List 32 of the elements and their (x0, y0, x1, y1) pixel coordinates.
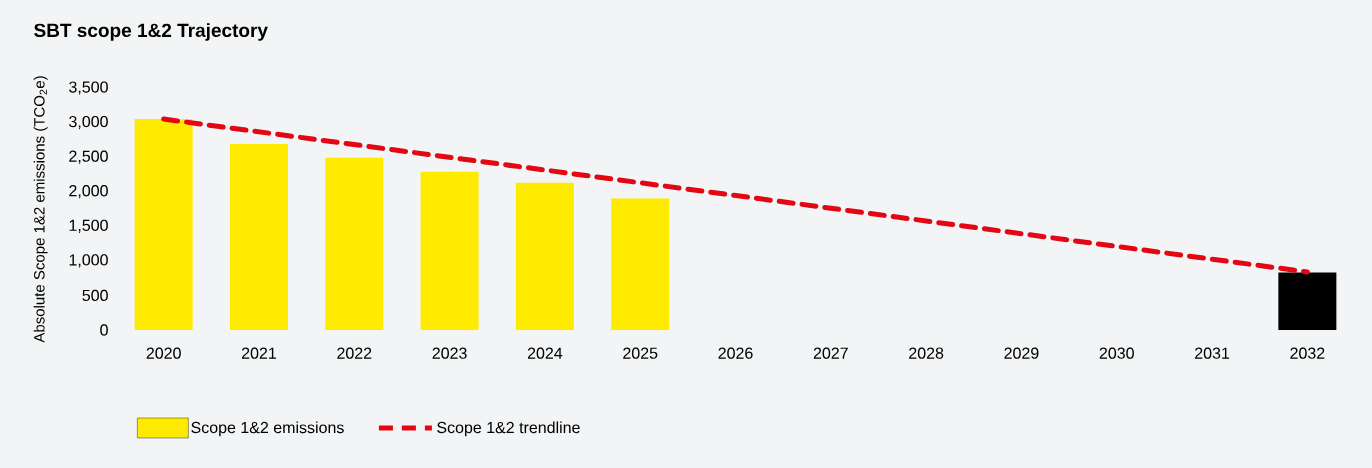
y-tick-label: 3,500 (69, 81, 108, 95)
x-tick-label: 2026 (718, 347, 753, 359)
chart-title: SBT scope 1&2 Trajectory (34, 23, 268, 41)
y-tick-label: 500 (82, 289, 108, 302)
x-tick-label: 2029 (1004, 347, 1039, 359)
y-tick-label: 0 (100, 324, 108, 336)
x-tick-label: 2032 (1290, 347, 1325, 359)
legend-label: Scope 1&2 trendline (437, 421, 580, 437)
x-tick-label: 2030 (1099, 347, 1134, 359)
x-tick-label: 2025 (623, 347, 658, 359)
bar (420, 171, 479, 330)
bar (134, 119, 193, 330)
x-tick-label: 2024 (527, 347, 563, 359)
y-tick-label: 1,500 (69, 219, 108, 233)
bar (515, 182, 574, 330)
legend-label: Scope 1&2 emissions (191, 421, 344, 437)
x-tick-label: 2022 (337, 347, 372, 359)
y-tick-label: 1,000 (69, 254, 108, 268)
y-tick-label: 3,000 (69, 115, 108, 130)
bar (611, 198, 670, 330)
x-tick-label: 2027 (813, 347, 848, 359)
x-tick-label: 2028 (909, 347, 944, 359)
x-tick-label: 2021 (241, 347, 276, 359)
y-tick-label: 2,500 (69, 150, 108, 164)
bar (229, 143, 288, 330)
bar (325, 157, 384, 330)
x-tick-label: 2023 (432, 347, 467, 359)
y-axis-title: Absolute Scope 1&2 emissions (TCO$_{2}$e) (33, 76, 48, 343)
x-tick-label: 2031 (1195, 347, 1230, 359)
x-tick-label: 2020 (146, 347, 181, 359)
bar (1278, 272, 1337, 330)
y-tick-label: 2,000 (69, 185, 108, 199)
